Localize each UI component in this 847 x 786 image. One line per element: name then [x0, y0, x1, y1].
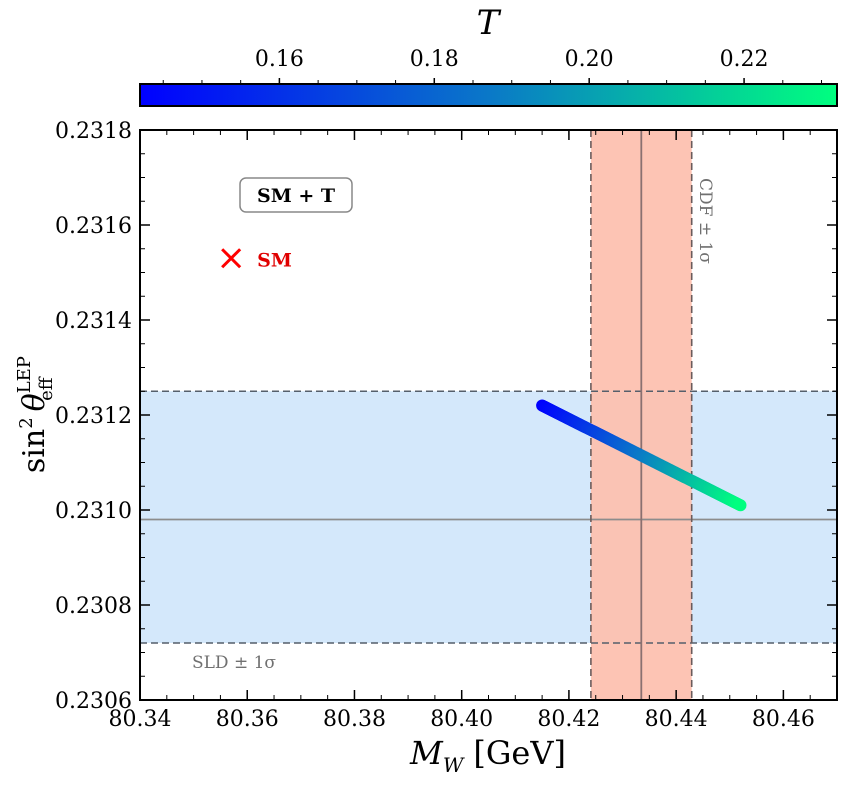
x-tick-label: 80.46 — [752, 707, 815, 732]
colorbar-tick-label: 0.20 — [565, 47, 614, 72]
x-tick-label: 80.42 — [537, 707, 600, 732]
data-point — [734, 499, 747, 512]
x-tick-label: 80.44 — [645, 707, 708, 732]
y-tick-label: 0.2318 — [55, 119, 132, 144]
y-tick-label: 0.2312 — [55, 404, 132, 429]
y-tick-label: 0.2310 — [55, 499, 132, 524]
cdf-band-label: CDF ± 1σ — [695, 178, 715, 264]
sm-label: SM — [257, 249, 292, 271]
plot-area — [140, 130, 837, 700]
x-tick-label: 80.36 — [216, 707, 279, 732]
sm-marker-stroke — [221, 248, 242, 269]
y-tick-label: 0.2314 — [55, 309, 132, 334]
sld-band — [140, 391, 837, 643]
x-tick-label: 80.34 — [109, 707, 172, 732]
y-tick-label: 0.2316 — [55, 214, 132, 239]
y-tick-label: 0.2308 — [55, 594, 132, 619]
colorbar-ticks: 0.16 0.18 0.20 0.22 — [162, 47, 823, 84]
y-axis-title: sin2θLEPeff — [14, 356, 57, 473]
axis-ticks: 80.34 80.36 80.38 80.40 80.42 80.44 80.46 0.230… — [55, 119, 838, 732]
y-tick-label: 0.2306 — [55, 689, 132, 714]
colorbar-tick-label: 0.18 — [410, 47, 459, 72]
colorbar-tick-label: 0.22 — [720, 47, 769, 72]
x-tick-label: 80.40 — [430, 707, 493, 732]
series-points — [536, 399, 747, 512]
x-tick-label: 80.38 — [323, 707, 386, 732]
sm-marker — [221, 248, 242, 269]
legend-label: SM + T — [257, 185, 335, 207]
colorbar-label: T — [477, 3, 502, 43]
sld-band-label: SLD ± 1σ — [192, 653, 276, 673]
legend-box — [239, 177, 353, 213]
x-axis-title: MW [GeV] — [409, 734, 566, 777]
colorbar-tick-label: 0.16 — [255, 47, 304, 72]
colorbar — [139, 83, 838, 107]
